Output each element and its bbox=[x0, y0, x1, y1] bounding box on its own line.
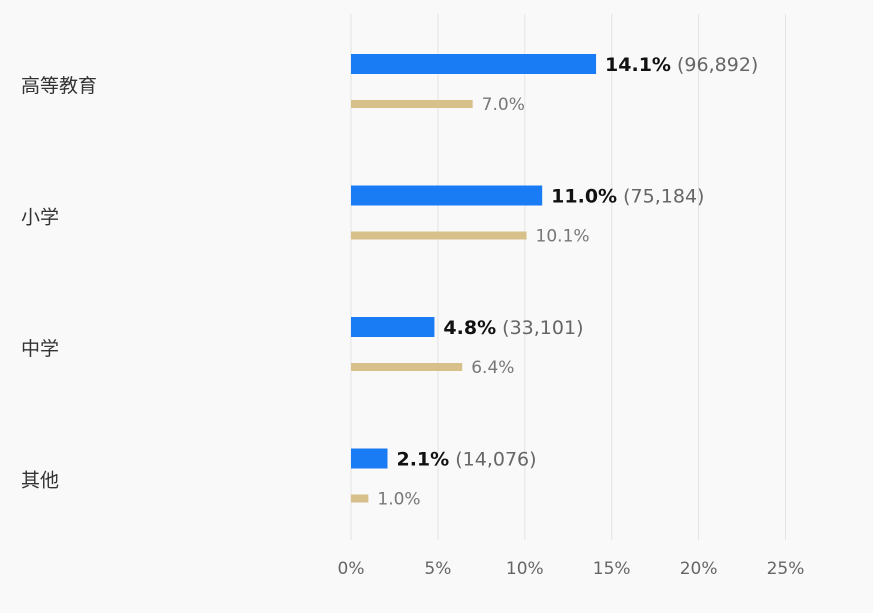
bar-primary bbox=[351, 317, 435, 337]
bars bbox=[351, 54, 597, 503]
x-tick-label: 15% bbox=[593, 559, 631, 579]
bar-primary-count: (14,076) bbox=[455, 449, 536, 471]
x-tick-label: 20% bbox=[680, 559, 718, 579]
category-label: 小学 bbox=[21, 207, 59, 229]
bar-secondary bbox=[351, 494, 369, 503]
labels: 0% 5% 10% 15% 20% 25% 高等教育 14.1% (96,892) 7.0% 小学… bbox=[21, 54, 804, 579]
bar-secondary bbox=[351, 100, 473, 108]
bar-primary bbox=[351, 448, 388, 469]
bar-secondary-label: 7.0% bbox=[482, 95, 525, 115]
bar-primary-value: 14.1% bbox=[605, 54, 671, 76]
x-tick-label: 0% bbox=[338, 559, 365, 579]
bar-primary-count: (96,892) bbox=[677, 54, 758, 76]
bar-primary-label: 11.0% (75,184) bbox=[551, 186, 704, 208]
category-label: 高等教育 bbox=[21, 75, 97, 97]
category-label: 其他 bbox=[21, 470, 59, 492]
x-tick-label: 25% bbox=[767, 559, 805, 579]
bar-primary-value: 4.8% bbox=[443, 317, 496, 339]
bar-primary-label: 4.8% (33,101) bbox=[443, 317, 583, 339]
bar-primary-value: 2.1% bbox=[396, 449, 449, 471]
bar-primary bbox=[351, 185, 543, 206]
bar-primary-label: 2.1% (14,076) bbox=[396, 449, 536, 471]
bar-primary-label: 14.1% (96,892) bbox=[605, 54, 758, 76]
bar-secondary bbox=[351, 231, 527, 240]
bar-secondary-label: 10.1% bbox=[536, 227, 590, 247]
x-tick-label: 10% bbox=[506, 559, 544, 579]
bar-primary-count: (75,184) bbox=[623, 186, 704, 208]
bar-primary bbox=[351, 54, 597, 74]
bar-primary-value: 11.0% bbox=[551, 186, 617, 208]
bar-primary-count: (33,101) bbox=[502, 317, 583, 339]
bar-secondary bbox=[351, 363, 463, 371]
bar-secondary-label: 1.0% bbox=[377, 490, 420, 510]
bar-secondary-label: 6.4% bbox=[471, 358, 514, 378]
x-tick-label: 5% bbox=[424, 559, 451, 579]
category-label: 中学 bbox=[21, 338, 59, 360]
